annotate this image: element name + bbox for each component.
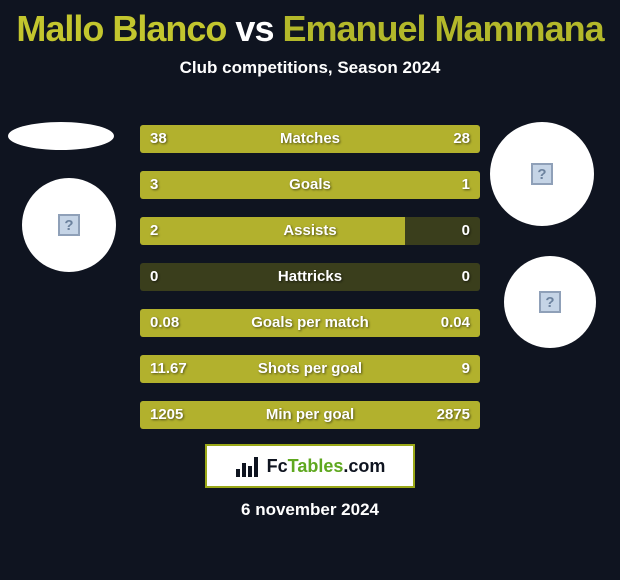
comparison-title: Mallo Blanco vs Emanuel Mammana <box>0 0 620 50</box>
stat-row: 20Assists <box>140 217 480 245</box>
stat-label: Goals per match <box>140 309 480 337</box>
date-text: 6 november 2024 <box>0 500 620 520</box>
player2-name: Emanuel Mammana <box>282 8 603 49</box>
stat-row: 11.679Shots per goal <box>140 355 480 383</box>
stat-label: Goals <box>140 171 480 199</box>
stat-row: 3828Matches <box>140 125 480 153</box>
stat-label: Min per goal <box>140 401 480 429</box>
logo-com: .com <box>343 456 385 476</box>
stats-bars: 3828Matches 31Goals 20Assists 00Hattricks 0.… <box>140 125 480 447</box>
bars-icon <box>235 455 263 477</box>
decor-circle: ? <box>22 178 116 272</box>
stat-label: Hattricks <box>140 263 480 291</box>
decor-circle: ? <box>504 256 596 348</box>
fctables-logo: FcTables.com <box>205 444 415 488</box>
decor-ellipse <box>8 122 114 150</box>
question-icon: ? <box>531 163 553 185</box>
stat-row: 00Hattricks <box>140 263 480 291</box>
subtitle: Club competitions, Season 2024 <box>0 58 620 78</box>
question-icon: ? <box>539 291 561 313</box>
stat-row: 12052875Min per goal <box>140 401 480 429</box>
question-icon: ? <box>58 214 80 236</box>
decor-circle: ? <box>490 122 594 226</box>
logo-tables: Tables <box>288 456 344 476</box>
player1-name: Mallo Blanco <box>16 8 226 49</box>
stat-label: Shots per goal <box>140 355 480 383</box>
stat-label: Assists <box>140 217 480 245</box>
stat-label: Matches <box>140 125 480 153</box>
logo-fc: Fc <box>267 456 288 476</box>
stat-row: 0.080.04Goals per match <box>140 309 480 337</box>
logo-text: FcTables.com <box>267 456 386 477</box>
stat-row: 31Goals <box>140 171 480 199</box>
title-vs: vs <box>235 8 273 49</box>
